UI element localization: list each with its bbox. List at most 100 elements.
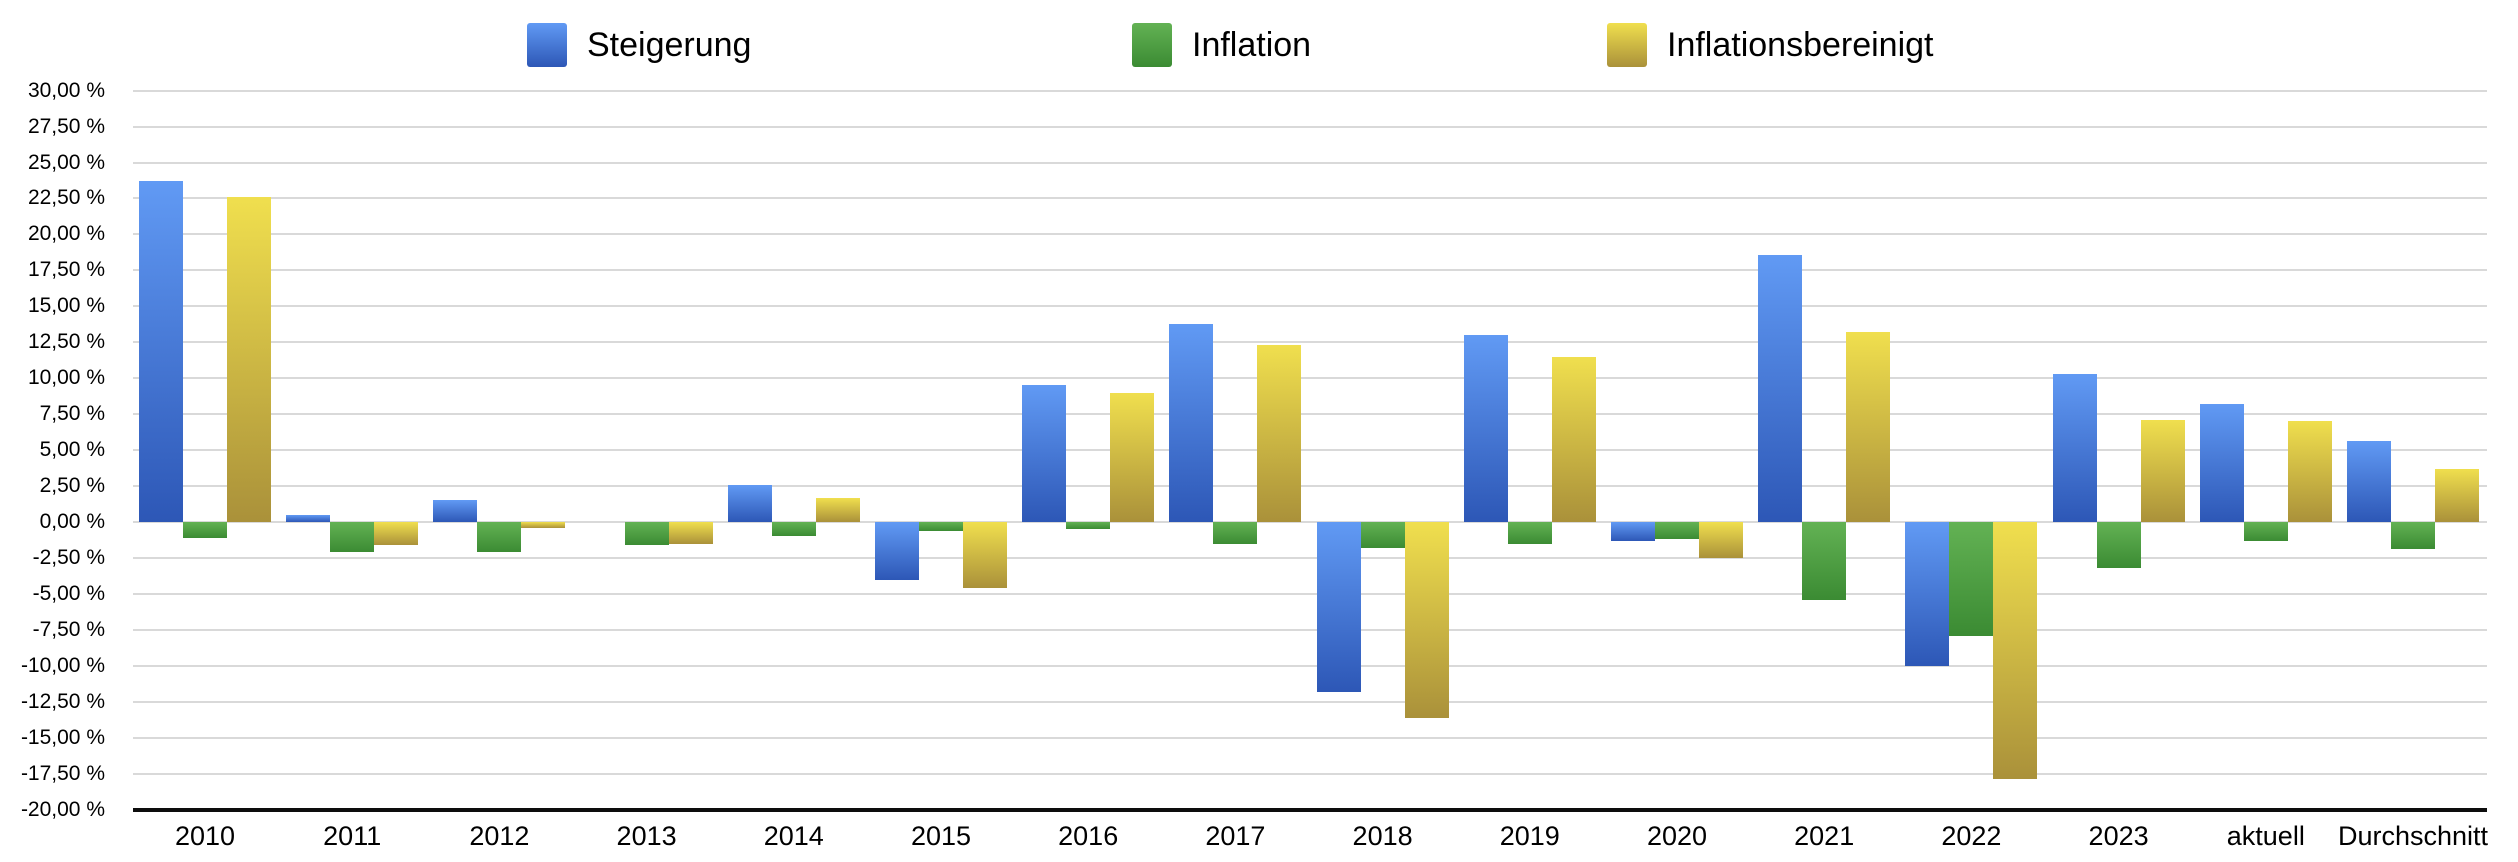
bar-steigerung-2020 xyxy=(1611,522,1655,541)
x-axis-label-aktuell: aktuell xyxy=(2226,821,2305,851)
bar-inflationsbereinigt-2014 xyxy=(815,497,860,522)
bar-inflation-2017 xyxy=(1213,522,1258,544)
bar-inflation-2016 xyxy=(1066,522,1111,530)
y-axis-tick-label: 20,00 % xyxy=(27,222,105,246)
y-axis-tick-label: -5,00 % xyxy=(32,581,105,605)
y-axis-tick-label: 7,50 % xyxy=(39,402,105,426)
x-axis-label-2021: 2021 xyxy=(1794,821,1855,851)
bar-inflation-2018 xyxy=(1360,522,1405,548)
bar-steigerung-2015 xyxy=(875,522,919,580)
bar-steigerung-2014 xyxy=(727,484,772,522)
legend-swatch-icon xyxy=(1607,23,1647,67)
bar-steigerung-aktuell xyxy=(2199,404,2244,522)
bar-inflation-2019 xyxy=(1507,522,1552,544)
x-axis-line xyxy=(133,807,2487,812)
gridline xyxy=(133,233,2487,236)
bar-inflation-2021 xyxy=(1802,522,1847,600)
x-axis-label-2015: 2015 xyxy=(910,821,972,851)
gridline xyxy=(133,197,2487,200)
y-axis-tick-label: -7,50 % xyxy=(32,617,105,641)
bar-steigerung-durchschnitt xyxy=(2347,441,2391,522)
gridline xyxy=(133,161,2487,164)
x-axis-label-2010: 2010 xyxy=(174,821,236,851)
bar-inflationsbereinigt-2019 xyxy=(1551,356,1596,522)
bar-inflation-2013 xyxy=(624,522,669,545)
gridline xyxy=(133,485,2487,488)
x-axis-label-2023: 2023 xyxy=(2088,821,2149,851)
gridline xyxy=(133,556,2487,559)
bar-steigerung-2017 xyxy=(1169,323,1214,522)
y-axis-tick-label: 2,50 % xyxy=(39,474,105,498)
y-axis-tick-label: -10,00 % xyxy=(20,653,105,677)
x-axis-label-2013: 2013 xyxy=(616,821,677,851)
gridline xyxy=(133,377,2487,380)
y-axis-tick-label: -2,50 % xyxy=(32,545,105,569)
x-axis-label-2020: 2020 xyxy=(1646,821,1708,851)
bar-inflationsbereinigt-aktuell xyxy=(2287,421,2332,522)
legend-swatch-icon xyxy=(1132,23,1172,67)
gridline xyxy=(133,628,2487,631)
bar-steigerung-2021 xyxy=(1758,254,1803,522)
gridline xyxy=(133,736,2487,739)
x-axis-label-2012: 2012 xyxy=(469,821,530,851)
y-axis-tick-label: 10,00 % xyxy=(27,366,105,390)
bar-inflationsbereinigt-2023 xyxy=(2140,419,2185,522)
y-axis-tick-label: -12,50 % xyxy=(20,689,105,713)
x-axis-label-2017: 2017 xyxy=(1205,821,1266,851)
gridline xyxy=(133,341,2487,344)
legend-label: Inflationsbereinigt xyxy=(1667,26,1934,64)
gridline xyxy=(133,700,2487,703)
gridline xyxy=(133,449,2487,452)
bar-inflation-2015 xyxy=(919,522,963,531)
bar-inflationsbereinigt-2015 xyxy=(963,522,1007,589)
x-axis-label-2022: 2022 xyxy=(1941,821,2002,851)
y-axis-tick-label: -20,00 % xyxy=(20,797,105,821)
gridline xyxy=(133,772,2487,775)
y-axis-tick-label: 27,50 % xyxy=(27,114,105,138)
y-axis-tick-label: 30,00 % xyxy=(27,78,105,102)
bar-inflation-aktuell xyxy=(2243,522,2288,541)
bar-inflation-2020 xyxy=(1655,522,1699,540)
bar-steigerung-2016 xyxy=(1022,385,1067,522)
bar-steigerung-2011 xyxy=(286,514,331,522)
x-axis-label-2018: 2018 xyxy=(1352,821,1413,851)
legend-item-inflation: Inflation xyxy=(1132,23,1311,67)
gridline xyxy=(133,592,2487,595)
bar-steigerung-2023 xyxy=(2052,373,2097,522)
bar-steigerung-2022 xyxy=(1905,522,1950,666)
gridline xyxy=(133,89,2487,92)
x-axis-label-2016: 2016 xyxy=(1058,821,1119,851)
bar-steigerung-2010 xyxy=(139,181,183,522)
gridline xyxy=(133,125,2487,128)
legend-label: Steigerung xyxy=(587,26,752,64)
x-axis-label-2019: 2019 xyxy=(1499,821,1560,851)
bar-inflation-2010 xyxy=(183,522,227,538)
y-axis-tick-label: 25,00 % xyxy=(27,150,105,174)
bar-inflation-2023 xyxy=(2096,522,2141,569)
bar-inflation-2011 xyxy=(330,522,375,553)
bar-steigerung-2018 xyxy=(1316,522,1361,692)
y-axis-tick-label: 5,00 % xyxy=(39,438,105,462)
bar-inflationsbereinigt-2016 xyxy=(1110,392,1155,522)
gridline xyxy=(133,413,2487,416)
legend-label: Inflation xyxy=(1192,26,1312,64)
y-axis-tick-label: 15,00 % xyxy=(27,294,105,318)
bar-inflationsbereinigt-2013 xyxy=(668,522,713,544)
bar-inflation-durchschnitt xyxy=(2391,522,2435,550)
y-axis-tick-label: -15,00 % xyxy=(20,725,105,749)
y-axis-tick-label: 22,50 % xyxy=(27,186,105,210)
bar-inflation-2022 xyxy=(1949,522,1994,636)
gridline xyxy=(133,521,2487,523)
bar-inflationsbereinigt-2017 xyxy=(1257,345,1302,522)
bar-inflationsbereinigt-2021 xyxy=(1846,332,1891,522)
x-axis-label-durchschnitt: Durchschnitt xyxy=(2337,821,2489,851)
y-axis-tick-label: 12,50 % xyxy=(27,330,105,354)
bar-inflationsbereinigt-2010 xyxy=(227,197,271,522)
gridline xyxy=(133,664,2487,667)
bar-inflation-2014 xyxy=(771,522,816,537)
bar-inflationsbereinigt-durchschnitt xyxy=(2435,468,2479,522)
gridline xyxy=(133,269,2487,272)
bar-inflationsbereinigt-2020 xyxy=(1699,522,1743,558)
bar-inflationsbereinigt-2022 xyxy=(1993,522,2038,780)
